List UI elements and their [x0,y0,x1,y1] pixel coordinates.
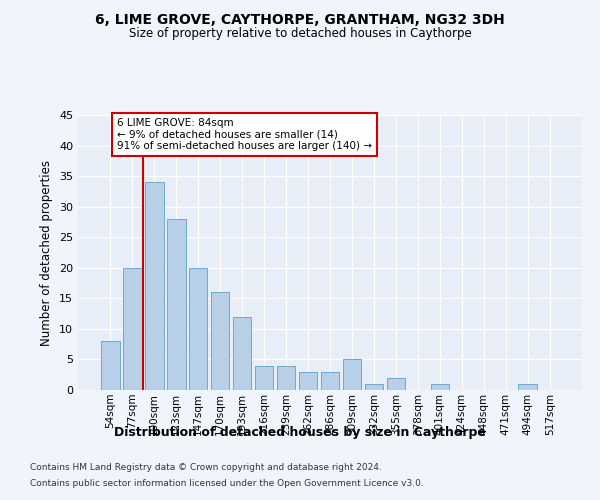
Text: Contains HM Land Registry data © Crown copyright and database right 2024.: Contains HM Land Registry data © Crown c… [30,464,382,472]
Bar [123,268,142,390]
Bar [320,372,340,390]
Text: Contains public sector information licensed under the Open Government Licence v3: Contains public sector information licen… [30,478,424,488]
Bar [299,372,317,390]
Y-axis label: Number of detached properties: Number of detached properties [40,160,53,346]
Text: 6 LIME GROVE: 84sqm
← 9% of detached houses are smaller (14)
91% of semi-detache: 6 LIME GROVE: 84sqm ← 9% of detached hou… [117,118,372,152]
Bar [255,366,274,390]
Bar [101,341,119,390]
Text: Distribution of detached houses by size in Caythorpe: Distribution of detached houses by size … [114,426,486,439]
Bar [167,219,185,390]
Bar [365,384,383,390]
Bar [145,182,164,390]
Bar [518,384,537,390]
Bar [189,268,208,390]
Text: 6, LIME GROVE, CAYTHORPE, GRANTHAM, NG32 3DH: 6, LIME GROVE, CAYTHORPE, GRANTHAM, NG32… [95,12,505,26]
Bar [343,360,361,390]
Bar [211,292,229,390]
Bar [431,384,449,390]
Bar [277,366,295,390]
Bar [386,378,405,390]
Bar [233,316,251,390]
Text: Size of property relative to detached houses in Caythorpe: Size of property relative to detached ho… [128,28,472,40]
